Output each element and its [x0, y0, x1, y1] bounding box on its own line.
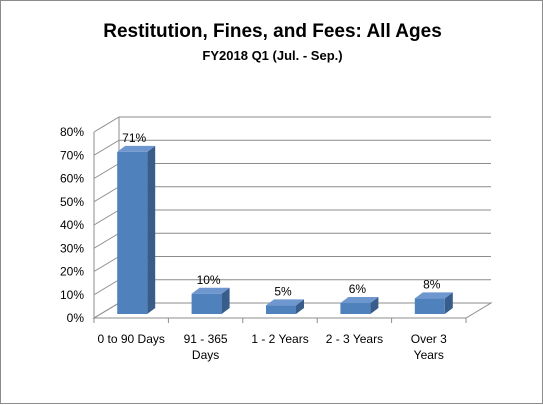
- bar: [414, 292, 453, 314]
- side-gridline: [93, 256, 120, 272]
- chart-title: Restitution, Fines, and Fees: All Ages: [103, 21, 442, 42]
- bar-top-face: [340, 297, 379, 304]
- bar-side-face: [147, 145, 156, 314]
- bar-top-face: [117, 145, 156, 152]
- side-gridline: [93, 232, 120, 249]
- y-tick-label: 60%: [60, 172, 84, 186]
- bar-top-face: [414, 292, 453, 299]
- chart-subtitle: FY2018 Q1 (Jul. - Sep.): [202, 48, 343, 63]
- bar: [191, 287, 230, 314]
- y-tick-label: 80%: [60, 125, 84, 139]
- bar-top-face: [266, 299, 304, 306]
- side-gridline: [93, 279, 120, 296]
- bar-front-face: [340, 303, 371, 314]
- x-tick-label: Days: [192, 348, 219, 362]
- bar: [340, 297, 379, 314]
- x-tick-label: Years: [414, 348, 444, 362]
- y-tick-label: 50%: [60, 195, 84, 209]
- bar-top-face: [191, 287, 230, 294]
- y-tick-label: 10%: [60, 288, 84, 302]
- data-label: 71%: [122, 131, 146, 145]
- x-tick-label: 91 - 365: [184, 332, 228, 346]
- x-tick-label: 0 to 90 Days: [98, 332, 165, 346]
- bar-front-face: [191, 293, 222, 314]
- y-tick-label: 0%: [67, 311, 85, 325]
- data-label: 10%: [197, 273, 221, 287]
- side-gridline: [93, 163, 120, 179]
- x-tick-label: Over 3: [411, 332, 447, 346]
- data-label: 5%: [274, 284, 292, 298]
- side-gridline: [93, 116, 120, 133]
- bar-side-face: [296, 299, 304, 314]
- y-tick-label: 40%: [60, 218, 84, 232]
- bar-front-face: [266, 305, 296, 314]
- side-gridline: [93, 209, 120, 226]
- x-tick-label: 2 - 3 Years: [326, 332, 383, 346]
- side-gridline: [93, 139, 120, 156]
- bar: [266, 299, 304, 314]
- bar-front-face: [117, 151, 148, 314]
- y-tick-label: 70%: [60, 148, 84, 162]
- side-gridline: [93, 186, 120, 203]
- chart-floor: [92, 302, 493, 319]
- bar-side-face: [444, 292, 453, 314]
- x-tick-label: 1 - 2 Years: [251, 332, 308, 346]
- y-tick-label: 30%: [60, 241, 84, 255]
- data-label: 8%: [423, 277, 441, 291]
- bar: [117, 145, 156, 314]
- data-label: 6%: [349, 282, 367, 296]
- y-tick-label: 20%: [60, 265, 84, 279]
- bar-side-face: [370, 297, 379, 314]
- bar-front-face: [414, 298, 445, 314]
- bar-side-face: [221, 287, 230, 314]
